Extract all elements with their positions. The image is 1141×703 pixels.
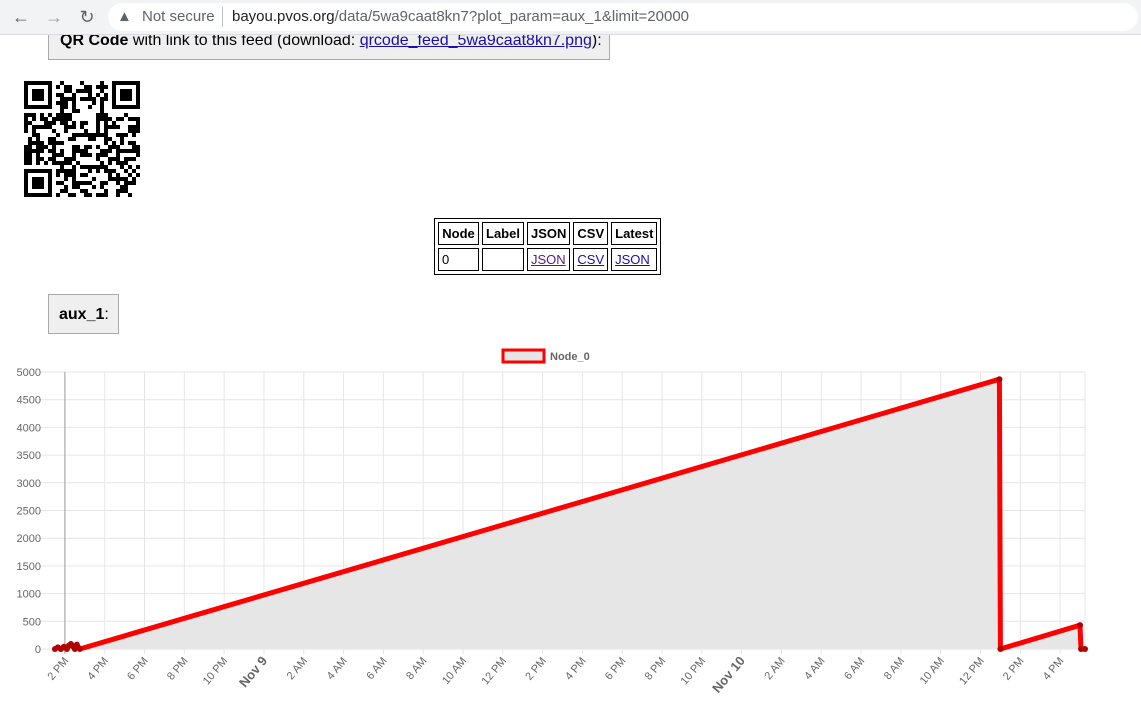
x-tick-label: 4 PM [1041,655,1067,682]
y-tick-label: 4500 [17,395,41,407]
x-tick-label: 12 PM [479,655,509,687]
x-tick-label: 6 AM [364,655,389,682]
x-tick-label: 6 PM [125,655,151,682]
data-point [997,646,1004,652]
param-suffix: : [104,306,109,323]
cell-latest: JSON [611,248,658,271]
legend-label: Node_0 [550,351,590,363]
header-json: JSON [527,222,571,245]
page-content: QR Code with link to this feed (download… [0,35,1141,703]
y-axis: 0 500 1000 1500 2000 2500 3000 3500 4000 4500 5000 [17,367,41,656]
x-tick-label: 10 AM [918,655,947,687]
y-tick-label: 2500 [17,506,41,518]
y-tick-label: 0 [35,644,41,656]
header-node: Node [438,222,479,245]
latest-json-link[interactable]: JSON [615,252,650,267]
x-tick-label: 8 PM [643,655,669,682]
x-tick-label: 2 PM [523,655,549,682]
browser-toolbar: ← → ↻ ▲ Not secure bayou.pvos.org/data/5… [0,0,1141,35]
data-point [1082,646,1088,652]
qr-title: QR Code [60,35,129,49]
x-tick-label: 4 AM [325,655,350,682]
url-text[interactable]: bayou.pvos.org/data/5wa9caat8kn7?plot_pa… [232,8,689,25]
cell-csv: CSV [573,248,609,271]
qr-code-image [24,81,140,197]
data-point [73,641,80,648]
x-tick-label: 4 AM [802,655,827,682]
x-tick-label: 2 PM [45,655,71,682]
y-tick-label: 2000 [17,533,41,545]
y-tick-label: 5000 [17,367,41,379]
x-tick-label: 10 AM [440,655,469,687]
security-status: Not secure [142,8,215,25]
y-tick-label: 3000 [17,478,41,490]
cell-node: 0 [438,248,479,271]
x-tick-label: 10 PM [201,655,231,687]
qr-download-link[interactable]: qrcode_feed_5wa9caat8kn7.png [359,35,592,49]
series-node-0 [51,376,1088,652]
param-name: aux_1 [59,306,105,323]
data-point [76,646,83,652]
data-point [996,376,1003,383]
table-row: 0 JSON CSV JSON [438,248,658,271]
x-tick-label: 2 PM [1001,655,1027,682]
back-arrow-icon[interactable]: ← [12,7,30,27]
qr-text: with link to this feed (download: [128,35,360,49]
header-latest: Latest [611,222,658,245]
chart-legend[interactable]: Node_0 [501,348,590,364]
y-tick-label: 3500 [17,450,41,462]
y-tick-label: 1000 [17,589,41,601]
legend-swatch [501,348,546,364]
x-tick-label: 8 AM [882,655,907,682]
cell-json: JSON [527,248,571,271]
x-tick-label: 6 PM [603,655,629,682]
x-tick-label: Nov 10 [709,653,748,695]
data-point [1077,622,1084,629]
x-tick-label: 4 PM [563,655,589,682]
reload-icon[interactable]: ↻ [79,7,95,27]
url-host: bayou.pvos.org [232,8,335,25]
json-link[interactable]: JSON [531,252,566,267]
x-tick-label: 6 AM [842,655,867,682]
node-table: Node Label JSON CSV Latest 0 JSON CSV JS… [434,218,662,275]
x-tick-label: 8 AM [404,655,429,682]
x-tick-label: 4 PM [85,655,111,682]
aux-chart: Node_0 0 500 1000 1500 2000 2500 3000 3500 4000 4… [17,348,1088,696]
warning-triangle-icon: ▲ [117,8,132,25]
forward-arrow-icon[interactable]: → [45,7,63,27]
x-tick-label: 12 PM [957,655,987,687]
cell-label [482,248,524,271]
x-tick-label: 2 AM [762,655,787,682]
y-tick-label: 1500 [17,561,41,573]
plot-param-label: aux_1: [48,294,119,334]
x-tick-label: 8 PM [165,655,191,682]
qr-code-heading: QR Code with link to this feed (download… [48,35,610,60]
y-tick-label: 500 [23,616,41,628]
x-tick-label: Nov 9 [236,653,270,690]
address-separator [222,7,223,27]
x-tick-label: 2 AM [285,655,310,682]
header-label: Label [482,222,524,245]
y-tick-label: 4000 [17,422,41,434]
node-table-header: Node Label JSON CSV Latest [438,222,658,245]
address-bar[interactable]: ▲ Not secure bayou.pvos.org/data/5wa9caa… [108,3,1138,31]
url-path: /data/5wa9caat8kn7?plot_param=aux_1&limi… [334,8,689,25]
header-csv: CSV [573,222,609,245]
csv-link[interactable]: CSV [577,252,605,267]
qr-suffix: ): [591,35,602,49]
x-tick-label: 10 PM [679,655,709,687]
